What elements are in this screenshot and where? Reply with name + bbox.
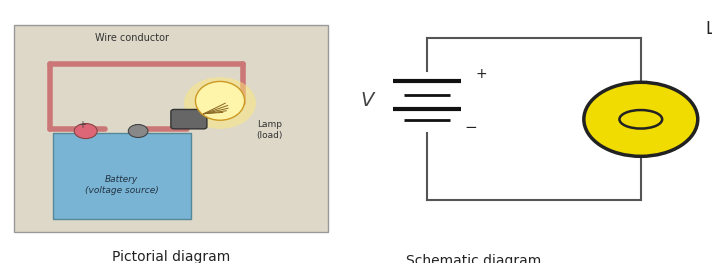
FancyBboxPatch shape xyxy=(171,109,207,129)
Text: Battery
(voltage source): Battery (voltage source) xyxy=(85,175,159,195)
FancyBboxPatch shape xyxy=(14,25,328,232)
Circle shape xyxy=(584,82,698,156)
FancyBboxPatch shape xyxy=(53,133,191,219)
Text: −: − xyxy=(464,120,477,135)
Text: +: + xyxy=(476,67,487,81)
Text: Lamp
(load): Lamp (load) xyxy=(256,120,283,140)
Circle shape xyxy=(128,125,148,138)
Ellipse shape xyxy=(619,110,662,129)
Circle shape xyxy=(74,124,97,139)
Ellipse shape xyxy=(184,77,256,129)
Text: Wire conductor: Wire conductor xyxy=(95,33,169,43)
Text: Lamp: Lamp xyxy=(705,20,712,38)
Text: +: + xyxy=(78,120,86,130)
Text: Schematic diagram: Schematic diagram xyxy=(406,254,541,263)
Text: V: V xyxy=(360,91,373,110)
Text: −: − xyxy=(134,120,142,130)
Text: Pictorial diagram: Pictorial diagram xyxy=(112,250,230,263)
Ellipse shape xyxy=(196,82,245,120)
